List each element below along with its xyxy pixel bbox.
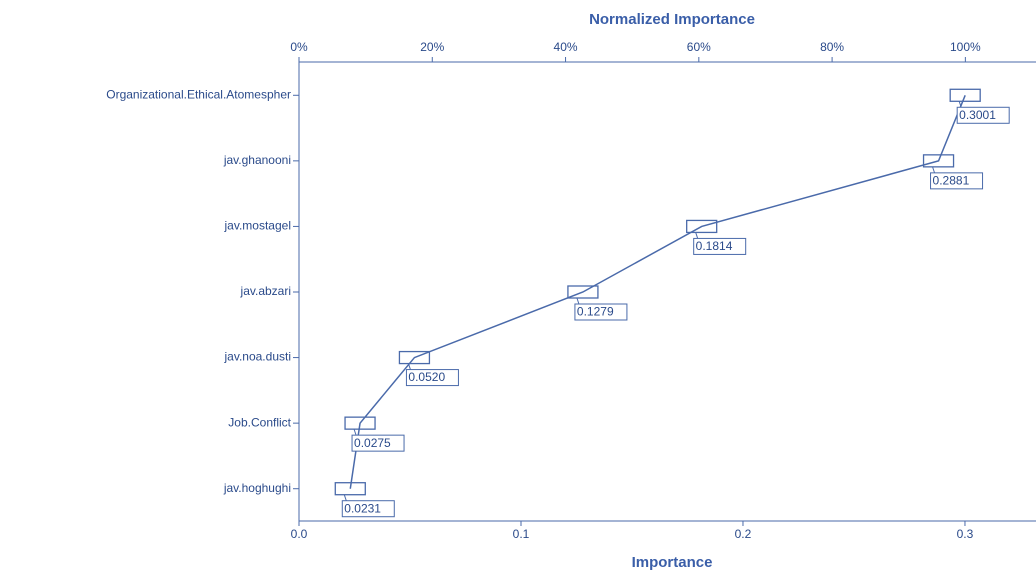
label-leader: [407, 363, 411, 370]
y-tick-label: Job.Conflict: [228, 415, 291, 429]
label-leader: [958, 101, 962, 108]
x2-tick-label: 20%: [420, 40, 444, 54]
marker: [949, 88, 981, 102]
x-tick-label: 0.3: [957, 527, 974, 541]
label-leader: [353, 428, 357, 436]
x-axis-title: Importance: [632, 554, 713, 571]
top-axis-title: Normalized Importance: [589, 11, 755, 28]
y-tick-label: jav.ghanooni: [223, 153, 291, 167]
marker: [344, 416, 376, 430]
value-label: 0.0520: [408, 370, 445, 384]
value-label: 0.0275: [354, 436, 391, 450]
y-tick-label: jav.noa.dusti: [224, 350, 292, 364]
y-tick-label: jav.hoghughi: [223, 481, 291, 495]
y-tick-label: jav.abzari: [240, 284, 291, 298]
label-leader: [695, 232, 699, 239]
label-leader: [576, 297, 580, 305]
value-label: 0.3001: [959, 108, 996, 122]
label-box: [574, 303, 628, 321]
x2-tick-label: 40%: [554, 40, 578, 54]
x2-tick-label: 80%: [820, 40, 844, 54]
x2-tick-label: 0%: [290, 40, 308, 54]
marker: [334, 482, 366, 496]
value-label: 0.2881: [933, 174, 970, 188]
label-box: [930, 172, 984, 190]
label-leader: [343, 494, 347, 501]
x-tick-label: 0.0: [291, 527, 308, 541]
label-leader: [932, 166, 936, 174]
marker: [398, 350, 431, 365]
marker: [686, 219, 718, 234]
marker: [922, 154, 955, 168]
label-box: [693, 237, 747, 255]
x2-tick-label: 100%: [950, 40, 981, 54]
label-box: [956, 106, 1010, 124]
y-tick-label: Organizational.Ethical.Atomespher: [106, 87, 291, 101]
value-label: 0.1814: [696, 239, 733, 253]
x-tick-label: 0.1: [513, 527, 530, 541]
x2-tick-label: 60%: [687, 40, 711, 54]
label-box: [341, 500, 395, 518]
series-line: [349, 95, 966, 489]
label-box: [405, 369, 459, 387]
value-label: 0.1279: [577, 305, 614, 319]
label-box: [351, 434, 405, 452]
marker: [567, 285, 599, 299]
value-label: 0.0231: [344, 501, 381, 515]
y-tick-label: jav.mostagel: [224, 219, 291, 233]
x-tick-label: 0.2: [735, 527, 752, 541]
